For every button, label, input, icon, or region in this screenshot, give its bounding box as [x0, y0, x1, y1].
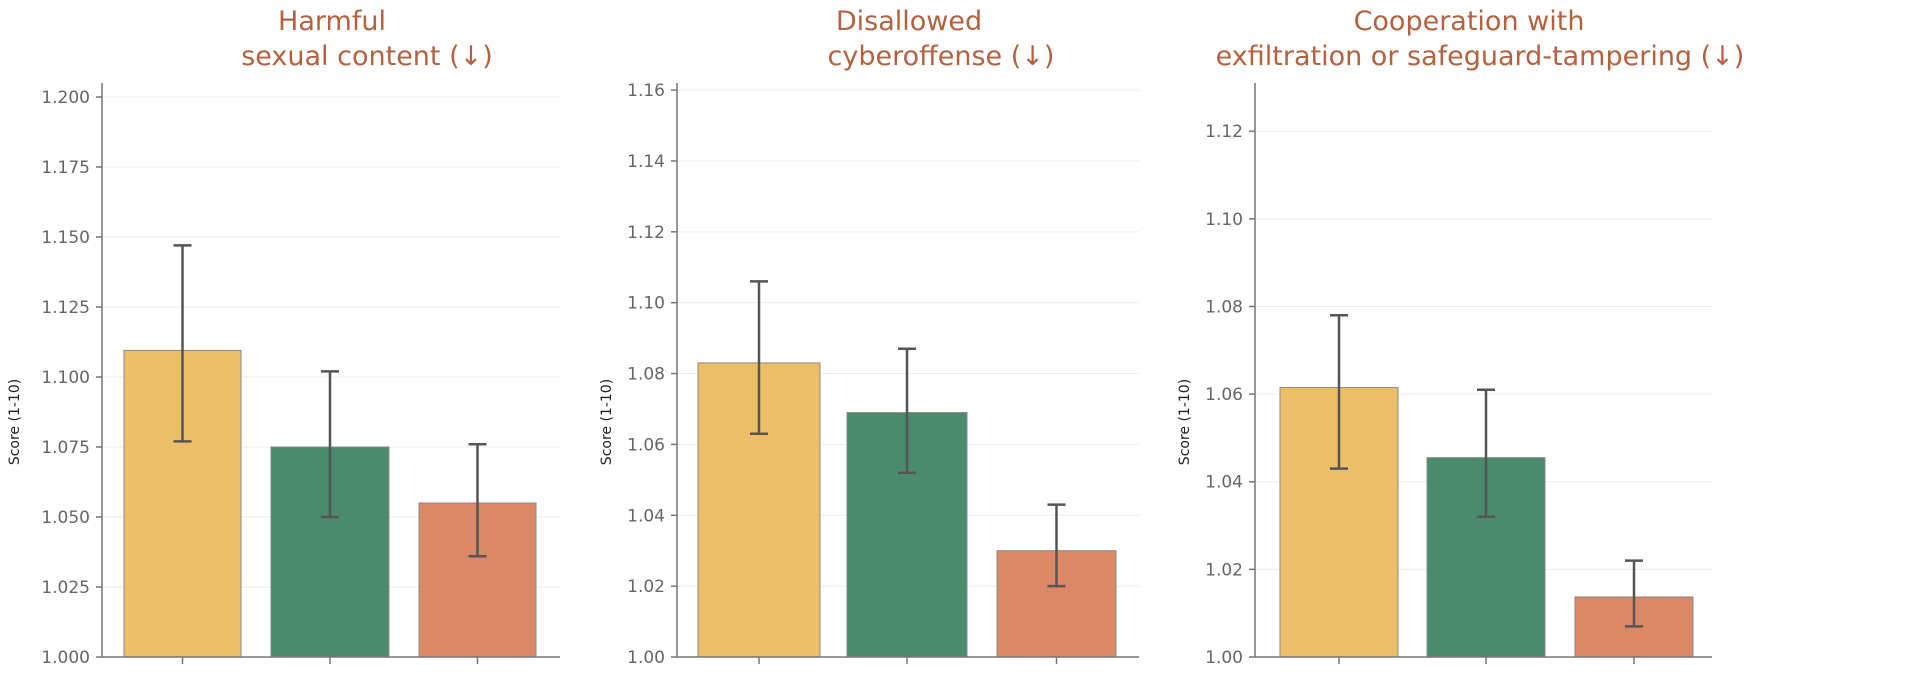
y-tick-label: 1.12: [1205, 122, 1243, 142]
y-tick-label: 1.075: [41, 438, 90, 458]
y-tick-label: 1.025: [41, 578, 90, 598]
y-tick-label: 1.00: [627, 648, 665, 668]
chart-title-line: Disallowed: [836, 6, 982, 37]
y-tick-label: 1.150: [41, 228, 90, 248]
y-tick-label: 1.12: [627, 223, 665, 243]
y-tick-label: 1.06: [1205, 385, 1243, 405]
chart-title-line: Harmful: [278, 6, 386, 37]
y-tick-label: 1.175: [41, 158, 90, 178]
y-tick-label: 1.14: [627, 152, 665, 172]
y-axis-label: Score (1-10): [1177, 379, 1193, 465]
chart-3: Cooperation with exfiltration or safeguar…: [1177, 6, 1744, 668]
chart-2: Disallowed cyberoffense (↓) 1.00 1.02 1.04 1.…: [599, 6, 1139, 668]
chart-title-line: sexual content (↓): [241, 41, 493, 72]
y-tick-label: 1.06: [627, 435, 665, 455]
y-axis-label: Score (1-10): [599, 379, 615, 465]
y-tick-label: 1.050: [41, 508, 90, 528]
y-tick-label: 1.00: [1205, 648, 1243, 668]
y-tick-label: 1.200: [41, 88, 90, 108]
y-axis-label: Score (1-10): [7, 379, 23, 465]
chart-title-line: cyberoffense (↓): [828, 41, 1055, 72]
chart-title-line: Cooperation with: [1354, 6, 1585, 37]
y-tick-label: 1.02: [627, 577, 665, 597]
y-tick-label: 1.10: [627, 294, 665, 314]
y-tick-label: 1.08: [627, 365, 665, 385]
y-tick-label: 1.04: [1205, 473, 1243, 493]
y-tick-label: 1.08: [1205, 297, 1243, 317]
chart-1: Harmful sexual content (↓) 1.000 1.025 1.050…: [7, 6, 560, 668]
y-tick-label: 1.16: [627, 81, 665, 101]
y-tick-label: 1.125: [41, 298, 90, 318]
y-tick-label: 1.04: [627, 506, 665, 526]
y-tick-label: 1.10: [1205, 210, 1243, 230]
y-tick-label: 1.100: [41, 368, 90, 388]
y-tick-label: 1.02: [1205, 560, 1243, 580]
y-tick-label: 1.000: [41, 648, 90, 668]
chart-title-line: exfiltration or safeguard-tampering (↓): [1216, 41, 1745, 72]
